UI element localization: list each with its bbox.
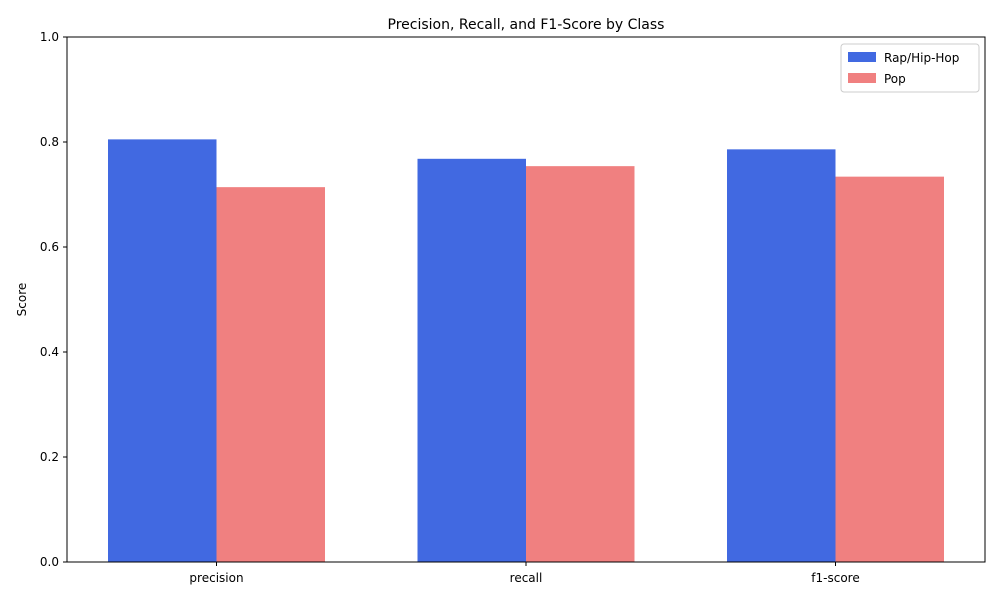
bar-pop-precision — [216, 187, 325, 562]
bar-rap-hip-hop-precision — [108, 139, 217, 562]
y-tick-label: 0.2 — [40, 450, 59, 464]
y-tick-label: 0.8 — [40, 135, 59, 149]
y-tick-label: 0.6 — [40, 240, 59, 254]
bar-pop-f1-score — [835, 176, 944, 562]
x-axis: precision recall f1-score — [189, 562, 860, 585]
bars-group — [108, 139, 944, 563]
legend-swatch — [848, 52, 876, 62]
chart-title: Precision, Recall, and F1-Score by Class — [388, 17, 665, 33]
y-tick-label: 1.0 — [40, 30, 59, 44]
y-tick-label: 0.4 — [40, 345, 59, 359]
legend: Rap/Hip-Hop Pop — [840, 43, 980, 93]
y-axis-label: Score — [15, 283, 29, 317]
legend-label: Rap/Hip-Hop — [884, 51, 959, 65]
bar-pop-recall — [526, 166, 635, 562]
y-axis: 0.0 0.2 0.4 0.6 0.8 1.0 — [40, 30, 67, 569]
legend-label: Pop — [884, 72, 906, 86]
x-tick-label: recall — [510, 571, 543, 585]
x-tick-label: precision — [189, 571, 243, 585]
bar-rap-hip-hop-f1-score — [727, 149, 836, 562]
y-tick-label: 0.0 — [40, 555, 59, 569]
bar-rap-hip-hop-recall — [417, 158, 526, 563]
x-tick-label: f1-score — [811, 571, 859, 585]
legend-swatch — [848, 73, 876, 83]
